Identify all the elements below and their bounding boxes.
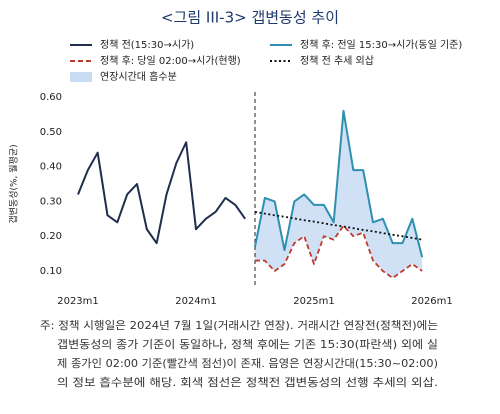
y-tick-label: 0.20 [40,231,62,242]
x-tick-label: 2023m1 [57,296,99,307]
series-line [254,109,424,258]
y-axis-title: 갭변동성(%, 월평균) [8,144,20,223]
footnote: 갭변동성의 종가 기준이 동일하나, 정책 후에는 기존 15:30(파란색) … [57,337,438,351]
legend-label: 정책 후: 당일 02:00→시가(현행) [100,55,241,67]
y-tick-label: 0.30 [40,196,62,207]
footnote: 제 종가인 02:00 기준(빨간색 점선)이 존재. 음영은 연장시간대(15… [57,357,438,370]
footnote: 주: 정책 시행일은 2024년 7월 1일(거래시간 연장). 거래시간 연장… [40,318,438,332]
footnote: 의 정보 흡수분에 해당. 회색 점선은 정책전 갭변동성의 선행 추세의 외삽… [57,375,438,389]
absorbed-area [255,110,423,278]
series-line [254,210,423,241]
x-tick-label: 2024m1 [175,296,217,307]
y-tick-label: 0.10 [40,266,62,277]
y-tick-label: 0.40 [40,162,62,173]
x-tick-label: 2025m1 [293,296,335,307]
legend-label: 정책 전(15:30→시가) [100,39,194,51]
legend-label: 정책 전 추세 외삽 [300,55,374,67]
legend-swatch [70,72,92,82]
series-line [77,141,246,245]
series-line [255,224,423,279]
y-tick-label: 0.60 [40,92,62,103]
chart-title: <그림 III-3> 갭변동성 추이 [161,9,339,27]
legend-label: 연장시간대 흡수분 [100,70,177,83]
y-tick-label: 0.50 [40,127,62,138]
x-tick-label: 2026m1 [411,296,453,307]
legend-label: 정책 후: 전일 15:30→시가(동일 기준) [300,39,462,51]
